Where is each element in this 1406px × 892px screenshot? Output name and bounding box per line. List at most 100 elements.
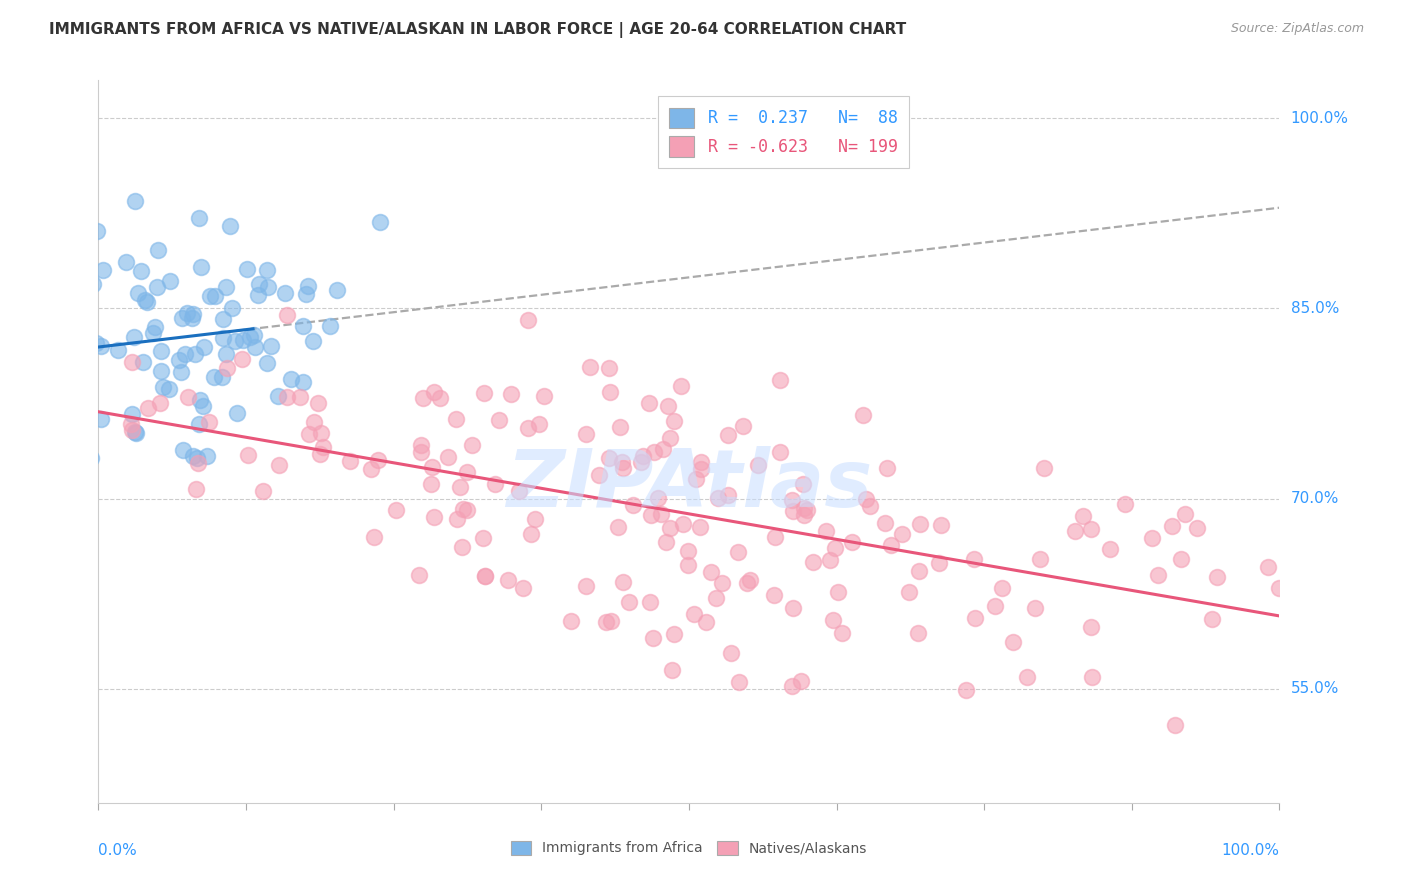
Point — [183, 450, 205, 464]
Point — [1071, 509, 1094, 524]
Point — [720, 646, 742, 660]
Point — [790, 673, 813, 688]
Point — [595, 615, 617, 630]
Point — [62, 444, 84, 458]
Point — [136, 401, 159, 415]
Point — [294, 287, 316, 301]
Point — [824, 541, 846, 555]
Point — [58, 434, 80, 448]
Point — [90, 411, 112, 425]
Point — [1098, 541, 1121, 556]
Point — [186, 451, 208, 466]
Point — [683, 607, 706, 621]
Point — [689, 520, 711, 534]
Point — [368, 215, 391, 229]
Point — [747, 458, 769, 473]
Point — [449, 480, 471, 494]
Point — [124, 194, 146, 208]
Point — [512, 582, 534, 596]
Point — [471, 531, 494, 545]
Point — [876, 461, 898, 475]
Point — [274, 285, 297, 300]
Point — [1114, 497, 1136, 511]
Point — [125, 425, 148, 440]
Point — [710, 575, 733, 590]
Point — [444, 412, 467, 426]
Point — [129, 264, 152, 278]
Point — [619, 595, 641, 609]
Point — [256, 356, 278, 370]
Point — [1319, 469, 1341, 483]
Point — [132, 354, 155, 368]
Point — [309, 447, 332, 461]
Point — [143, 320, 166, 334]
Point — [30, 332, 52, 346]
Point — [879, 538, 901, 552]
Point — [588, 468, 610, 483]
Point — [152, 380, 174, 394]
Point — [630, 455, 652, 469]
Point — [423, 510, 446, 524]
Legend: Immigrants from Africa, Natives/Alaskans: Immigrants from Africa, Natives/Alaskans — [505, 835, 873, 861]
Point — [11, 357, 34, 371]
Point — [120, 417, 142, 432]
Point — [18, 460, 41, 475]
Point — [75, 383, 97, 397]
Point — [841, 535, 863, 549]
Point — [231, 352, 253, 367]
Point — [190, 260, 212, 274]
Point — [575, 579, 598, 593]
Point — [631, 449, 654, 463]
Point — [0, 485, 10, 500]
Point — [606, 520, 628, 534]
Point — [215, 347, 238, 361]
Point — [127, 286, 149, 301]
Point — [408, 567, 430, 582]
Point — [1015, 670, 1038, 684]
Point — [188, 417, 211, 431]
Point — [236, 261, 259, 276]
Point — [221, 301, 243, 316]
Point — [134, 293, 156, 308]
Point — [695, 615, 717, 629]
Point — [297, 279, 319, 293]
Point — [1164, 718, 1187, 732]
Point — [176, 305, 198, 319]
Point — [793, 508, 815, 522]
Point — [146, 280, 169, 294]
Point — [1294, 659, 1316, 673]
Point — [707, 491, 730, 505]
Point — [1206, 570, 1229, 584]
Point — [474, 568, 496, 582]
Point — [738, 574, 761, 588]
Point — [46, 422, 69, 436]
Text: 70.0%: 70.0% — [1291, 491, 1339, 506]
Point — [928, 557, 950, 571]
Point — [907, 626, 929, 640]
Point — [212, 312, 235, 326]
Point — [643, 632, 665, 646]
Point — [312, 440, 335, 454]
Point — [72, 246, 94, 260]
Point — [1379, 623, 1402, 637]
Point — [769, 445, 792, 459]
Point — [598, 450, 620, 465]
Point — [246, 287, 269, 301]
Point — [326, 283, 349, 297]
Point — [792, 477, 814, 491]
Point — [247, 277, 270, 292]
Point — [1032, 461, 1054, 475]
Point — [170, 311, 193, 326]
Point — [831, 626, 853, 640]
Point — [529, 417, 551, 432]
Point — [1187, 521, 1209, 535]
Point — [1257, 560, 1279, 574]
Point — [367, 452, 389, 467]
Point — [243, 340, 266, 354]
Point — [859, 499, 882, 513]
Point — [181, 307, 204, 321]
Point — [451, 502, 474, 516]
Point — [659, 521, 682, 535]
Point — [215, 279, 238, 293]
Point — [257, 280, 280, 294]
